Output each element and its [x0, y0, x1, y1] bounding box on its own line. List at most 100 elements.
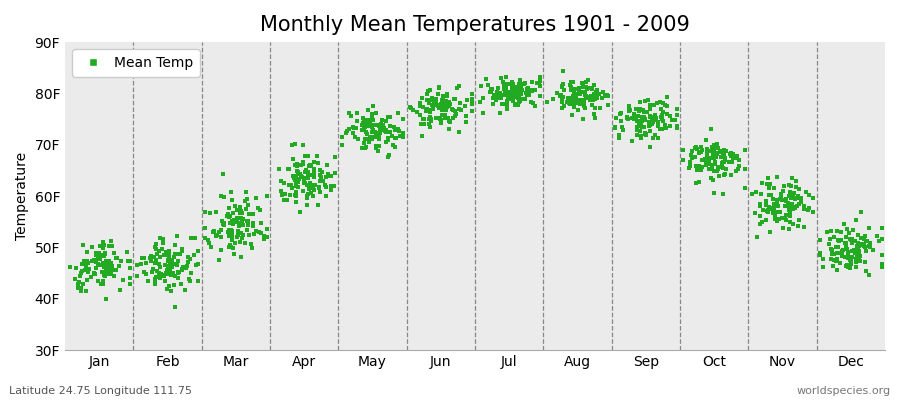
Point — [850, 248, 865, 255]
Point — [813, 252, 827, 258]
Point — [369, 110, 383, 116]
Point — [80, 249, 94, 255]
Point — [87, 257, 102, 264]
Point — [447, 96, 462, 102]
Point — [225, 232, 239, 238]
Point — [658, 122, 672, 128]
Point — [171, 270, 185, 276]
Point — [356, 120, 370, 126]
Point — [104, 268, 118, 275]
Point — [540, 99, 554, 105]
Point — [785, 175, 799, 182]
Point — [306, 159, 320, 165]
Point — [637, 115, 652, 122]
Point — [676, 157, 690, 164]
Point — [68, 276, 82, 282]
Point — [508, 90, 523, 97]
Point — [289, 176, 303, 182]
Point — [104, 268, 118, 274]
Point — [361, 106, 375, 113]
Point — [412, 112, 427, 118]
Point — [784, 182, 798, 189]
Point — [122, 265, 137, 272]
Point — [307, 182, 321, 188]
Point — [381, 114, 395, 120]
Point — [89, 265, 104, 272]
Point — [824, 256, 838, 262]
Point — [770, 202, 784, 208]
Point — [632, 108, 646, 114]
Point — [379, 129, 393, 135]
Point — [682, 165, 697, 171]
Point — [700, 150, 715, 157]
Point — [702, 166, 716, 172]
Point — [436, 106, 450, 112]
Point — [532, 80, 546, 87]
Point — [80, 276, 94, 283]
Point — [723, 151, 737, 158]
Point — [310, 202, 325, 208]
Point — [297, 169, 311, 176]
Point — [230, 233, 244, 240]
Point — [562, 99, 577, 105]
Point — [718, 154, 733, 161]
Point — [210, 232, 224, 239]
Point — [716, 147, 731, 154]
Point — [436, 103, 450, 110]
Point — [372, 133, 386, 140]
Point — [288, 172, 302, 179]
Point — [364, 124, 379, 131]
Point — [698, 156, 712, 162]
Point — [91, 256, 105, 262]
Point — [849, 264, 863, 270]
Point — [620, 114, 634, 120]
Point — [562, 94, 576, 101]
Point — [249, 195, 264, 202]
Point — [342, 110, 356, 117]
Point — [783, 194, 797, 201]
Point — [328, 170, 342, 176]
Point — [104, 266, 119, 272]
Point — [781, 202, 796, 209]
Point — [824, 228, 838, 234]
Point — [78, 265, 93, 271]
Point — [755, 219, 770, 226]
Point — [702, 159, 716, 166]
Point — [645, 120, 660, 127]
Point — [396, 116, 410, 122]
Point — [289, 193, 303, 200]
Point — [643, 102, 657, 108]
Point — [432, 85, 446, 91]
Point — [95, 269, 110, 275]
Point — [222, 220, 237, 226]
Point — [152, 275, 166, 281]
Point — [707, 152, 722, 158]
Point — [513, 83, 527, 90]
Point — [709, 154, 724, 160]
Point — [783, 208, 797, 215]
Point — [555, 94, 570, 101]
Point — [570, 90, 584, 97]
Point — [385, 133, 400, 139]
Point — [505, 84, 519, 91]
Point — [643, 106, 657, 112]
Point — [313, 189, 328, 196]
Point — [482, 89, 497, 96]
Point — [252, 229, 266, 235]
Point — [488, 95, 502, 102]
Point — [238, 240, 252, 246]
Point — [660, 103, 674, 109]
Point — [188, 261, 202, 268]
Point — [374, 120, 388, 127]
Point — [100, 260, 114, 266]
Point — [706, 152, 720, 159]
Point — [762, 206, 777, 212]
Point — [612, 135, 626, 142]
Point — [307, 187, 321, 193]
Point — [715, 160, 729, 167]
Point — [288, 177, 302, 183]
Point — [717, 151, 732, 158]
Point — [439, 93, 454, 99]
Point — [621, 116, 635, 122]
Point — [786, 192, 800, 198]
